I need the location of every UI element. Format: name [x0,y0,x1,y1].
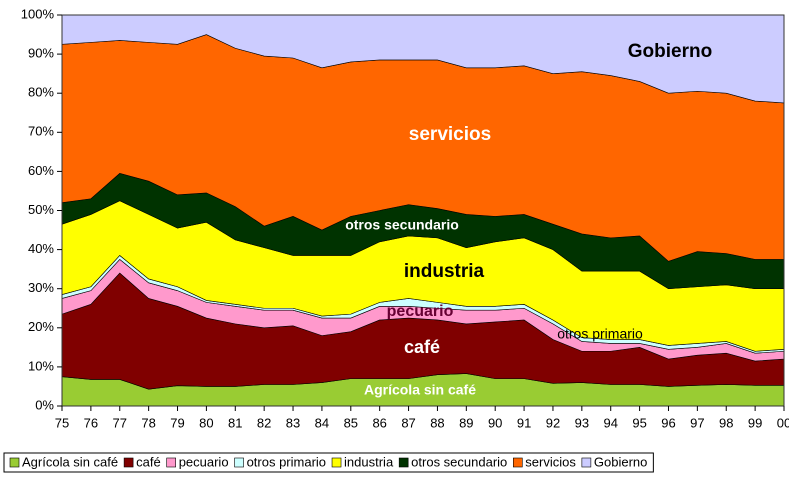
x-tick-label: 86 [372,415,386,430]
series-label: industria [404,261,485,282]
y-tick-label: 40% [28,241,54,256]
x-tick-label: 89 [459,415,473,430]
series-label: otros primario [557,326,643,342]
x-tick-label: 87 [401,415,415,430]
series-label: servicios [409,124,491,145]
legend-box [3,452,654,473]
x-tick-label: 92 [546,415,560,430]
legend: Agrícola sin café café pecuario otros prima… [3,452,654,473]
x-tick-label: 82 [257,415,271,430]
x-tick-label: 91 [517,415,531,430]
series-label: café [404,337,440,357]
x-tick-label: 83 [286,415,300,430]
y-tick-label: 70% [28,124,54,139]
legend-label: Gobierno [594,454,647,469]
y-tick-label: 20% [28,319,54,334]
x-tick-label: 94 [603,415,617,430]
x-tick-label: 85 [344,415,358,430]
x-tick-label: 76 [84,415,98,430]
legend-swatch [581,457,592,468]
legend-swatch [9,457,20,468]
x-tick-label: 96 [661,415,675,430]
y-tick-label: 30% [28,280,54,295]
legend-label: servicios [525,454,576,469]
x-tick-label: 81 [228,415,242,430]
legend-swatch [166,457,176,468]
legend-label: otros primario [247,454,326,469]
y-tick-label: 80% [28,85,54,100]
y-tick-label: 90% [28,46,54,61]
y-tick-label: 10% [28,358,54,373]
x-tick-label: 00 [777,415,789,430]
y-tick-label: 50% [28,202,54,217]
series-label: Agrícola sin café [364,382,476,398]
x-tick-label: 80 [199,415,213,430]
x-tick-label: 98 [719,415,733,430]
legend-swatch [234,457,244,468]
legend-label: otros secundario [411,454,507,469]
y-tick-label: 100% [21,6,55,21]
x-tick-label: 95 [632,415,646,430]
x-tick-label: 97 [690,415,704,430]
y-tick-label: 60% [28,163,54,178]
legend-swatch [512,457,523,468]
x-tick-label: 99 [748,415,762,430]
legend-label: Agrícola sin café [22,454,118,469]
legend-swatch [123,457,134,468]
legend-label: pecuario [179,454,229,469]
x-tick-label: 79 [170,415,184,430]
series-label: otros secundario [345,217,459,233]
x-tick-label: 75 [55,415,69,430]
x-tick-label: 78 [141,415,155,430]
x-tick-label: 77 [113,415,127,430]
x-tick-label: 93 [575,415,589,430]
x-tick-label: 90 [488,415,502,430]
legend-swatch [398,457,409,468]
y-tick-label: 0% [35,397,54,412]
series-label: pecuario [387,303,454,320]
x-tick-label: 88 [430,415,444,430]
series-label: Gobierno [628,41,712,62]
x-tick-label: 84 [315,415,329,430]
legend-swatch [331,457,342,468]
legend-label: café [136,454,161,469]
legend-label: industria [344,454,394,469]
